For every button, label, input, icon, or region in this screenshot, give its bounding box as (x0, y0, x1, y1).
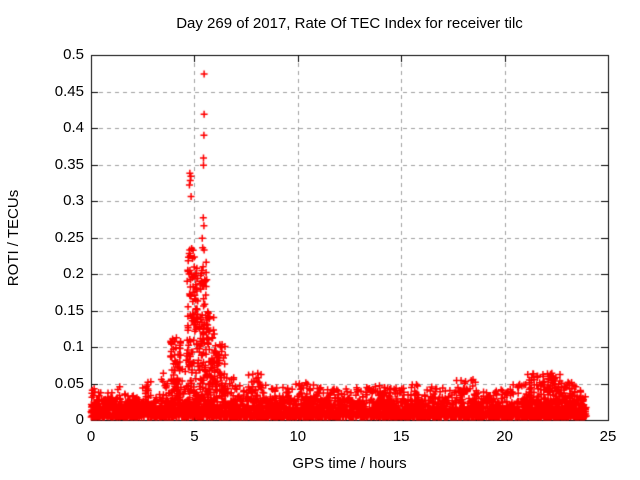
x-tick-label: 15 (392, 428, 410, 445)
x-axis-label: GPS time / hours (292, 455, 407, 472)
y-tick-label: 0.2 (63, 265, 84, 282)
x-tick-label: 10 (289, 428, 307, 445)
y-tick-label: 0.25 (54, 228, 84, 246)
y-tick-label: 0.45 (54, 82, 84, 100)
y-tick-label: 0.05 (54, 374, 84, 392)
y-tick-label: 0.35 (54, 155, 84, 173)
x-tick-label: 0 (86, 428, 96, 445)
y-axis-label: ROTI / TECUs (5, 189, 22, 287)
y-tick-label: 0.5 (63, 46, 84, 63)
y-tick-label: 0.1 (63, 338, 84, 355)
x-tick-label: 5 (190, 428, 199, 445)
x-tick-label: 20 (496, 428, 513, 445)
y-tick-label: 0.4 (63, 119, 84, 136)
y-tick-label: 0 (75, 411, 84, 428)
chart-title: Day 269 of 2017, Rate Of TEC Index for r… (176, 15, 523, 32)
x-tick-label: 25 (599, 428, 617, 445)
y-tick-label: 0.3 (63, 192, 84, 209)
y-tick-label: 0.15 (54, 301, 84, 319)
